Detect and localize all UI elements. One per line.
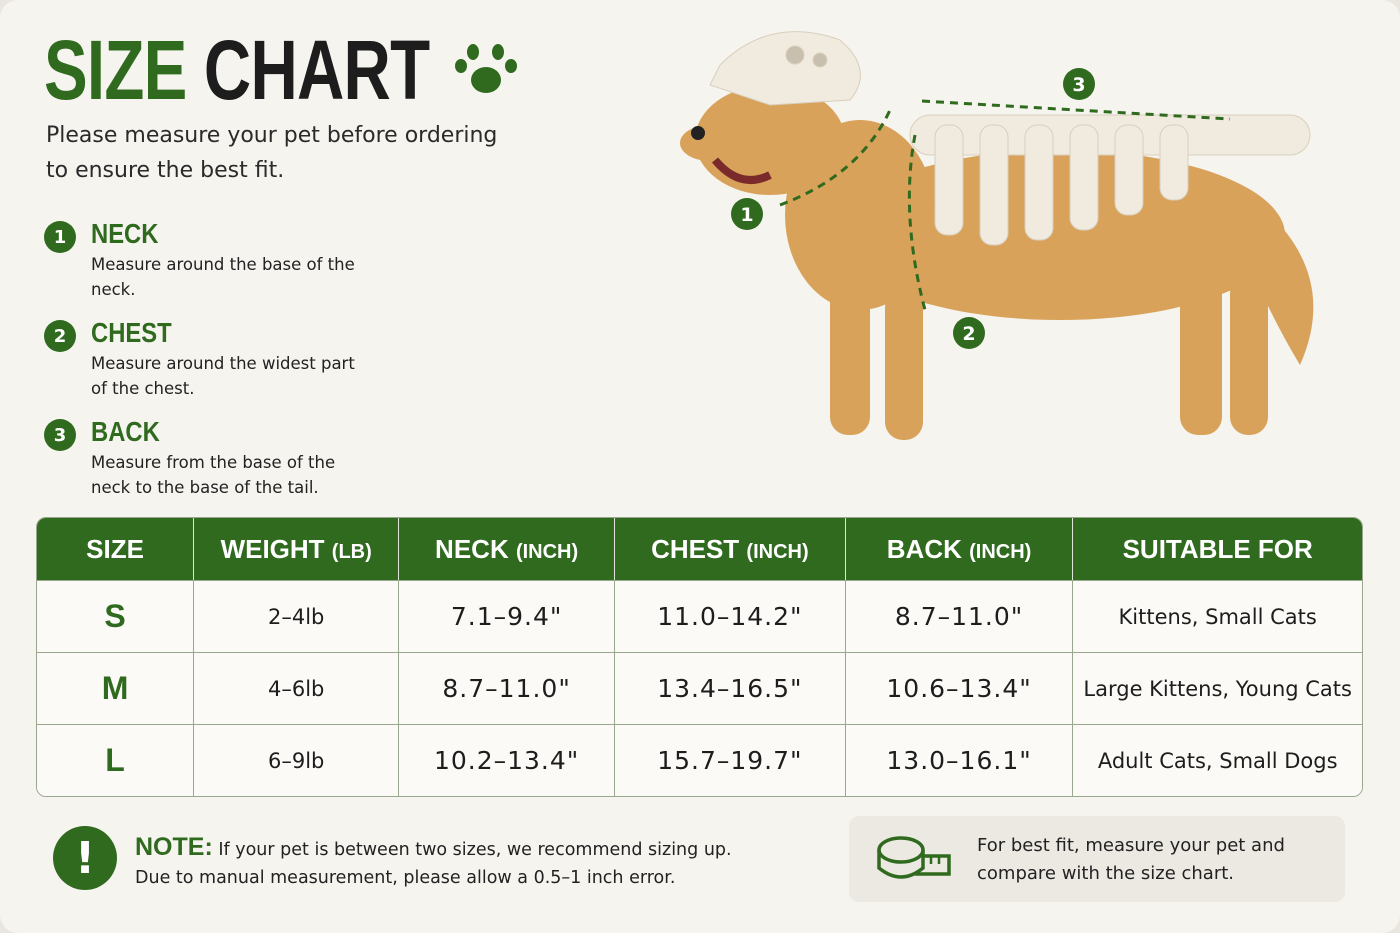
table-cell: 15.7–19.7": [614, 724, 846, 796]
column-header-unit: (INCH): [746, 540, 809, 563]
measure-marker: [953, 317, 985, 349]
title-green: SIZE: [44, 23, 187, 117]
step-title: CHEST: [91, 317, 172, 348]
table-cell: 2–4lb: [194, 580, 400, 652]
column-header-unit: (INCH): [969, 540, 1032, 563]
paw-icon: [455, 44, 517, 93]
measure-marker: [731, 198, 763, 230]
step-text: Measure around the base of the neck.: [91, 255, 355, 299]
table-cell: S: [37, 580, 195, 652]
column-header-main: BACK: [886, 533, 962, 564]
table-cell: 10.6–13.4": [845, 652, 1074, 724]
step-text: Measure from the base of the neck to the…: [91, 453, 336, 497]
column-header: WEIGHT (LB): [194, 518, 400, 580]
tip-text: For best fit, measure your pet and compa…: [977, 835, 1285, 884]
table-cell: 8.7–11.0": [845, 580, 1074, 652]
table-header: SIZE WEIGHT (LB) NECK (INCH) CHEST (INCH) BA…: [37, 518, 1362, 580]
column-header: NECK (INCH): [399, 518, 615, 580]
column-header-main: SUITABLE FOR: [1122, 533, 1313, 564]
measure-marker: [1063, 68, 1095, 100]
column-header-main: WEIGHT: [220, 533, 325, 564]
table-cell: M: [37, 652, 195, 724]
table-row: S 2–4lb 7.1–9.4" 11.0–14.2" 8.7–11.0" Kittens…: [37, 580, 1362, 652]
measure-marker-number: 2: [962, 323, 975, 345]
column-header-main: NECK: [435, 533, 509, 564]
tape-icon: [877, 836, 951, 879]
note: NOTE: If your pet is between two sizes, …: [135, 833, 732, 892]
tip-box: For best fit, measure your pet and compa…: [849, 816, 1345, 902]
table-cell: 13.4–16.5": [614, 652, 846, 724]
table-row: L 6–9lb 10.2–13.4" 15.7–19.7" 13.0–16.1" Adul…: [37, 724, 1362, 796]
table-cell: 7.1–9.4": [399, 580, 615, 652]
table-cell: Kittens, Small Cats: [1073, 580, 1362, 652]
note-label: NOTE:: [135, 833, 213, 861]
measure-marker-number: 3: [1072, 74, 1085, 96]
table-cell: 10.2–13.4": [399, 724, 615, 796]
intro: Please measure your pet before ordering …: [46, 123, 498, 183]
table-cell: Large Kittens, Young Cats: [1073, 652, 1362, 724]
step-number: 2: [44, 320, 76, 352]
table-cell: 13.0–16.1": [845, 724, 1074, 796]
step-number: 3: [44, 419, 76, 451]
table-cell: 6–9lb: [194, 724, 400, 796]
note-line2: Due to manual measurement, please allow …: [135, 868, 676, 888]
note-line1: If your pet is between two sizes, we rec…: [218, 840, 732, 860]
column-header: CHEST (INCH): [614, 518, 846, 580]
table-cell: 11.0–14.2": [614, 580, 846, 652]
column-header-main: SIZE: [86, 533, 144, 564]
column-header-unit: (INCH): [515, 540, 579, 563]
table-body: S 2–4lb 7.1–9.4" 11.0–14.2" 8.7–11.0" Kittens…: [37, 580, 1362, 796]
table-cell: 8.7–11.0": [399, 652, 615, 724]
table-row: M 4–6lb 8.7–11.0" 13.4–16.5" 10.6–13.4" Large…: [37, 652, 1362, 724]
size-table: SIZE WEIGHT (LB) NECK (INCH) CHEST (INCH) BA…: [36, 517, 1363, 797]
table-cell: Adult Cats, Small Dogs: [1073, 724, 1362, 796]
step-title: BACK: [91, 416, 160, 447]
column-header: BACK (INCH): [845, 518, 1074, 580]
step-text: Measure around the widest part of the ch…: [91, 354, 355, 398]
column-header: SIZE: [37, 518, 195, 580]
title: SIZE CHART: [44, 22, 430, 119]
column-header-unit: (LB): [331, 540, 372, 563]
column-header-main: CHEST: [651, 533, 740, 564]
title-black: CHART: [203, 23, 430, 117]
step-number: 1: [44, 221, 76, 253]
dog-illustration: 1 2 3: [680, 31, 1314, 440]
step-title: NECK: [91, 218, 159, 249]
table-cell: 4–6lb: [194, 652, 400, 724]
column-header: SUITABLE FOR: [1073, 518, 1362, 580]
measure-marker-number: 1: [740, 204, 753, 226]
table-cell: L: [37, 724, 195, 796]
note-icon: !: [53, 826, 117, 890]
